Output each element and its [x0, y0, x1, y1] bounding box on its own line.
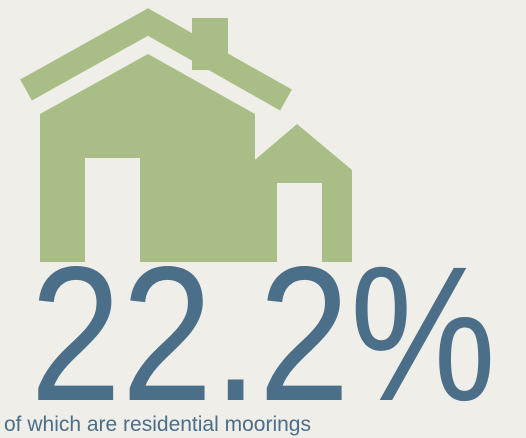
house-icon [20, 8, 352, 262]
big-door [85, 158, 140, 262]
caption: of which are residential moorings [4, 413, 311, 436]
headline-value: 22.2% [30, 226, 496, 438]
roof [20, 8, 292, 111]
small-door [277, 183, 322, 262]
